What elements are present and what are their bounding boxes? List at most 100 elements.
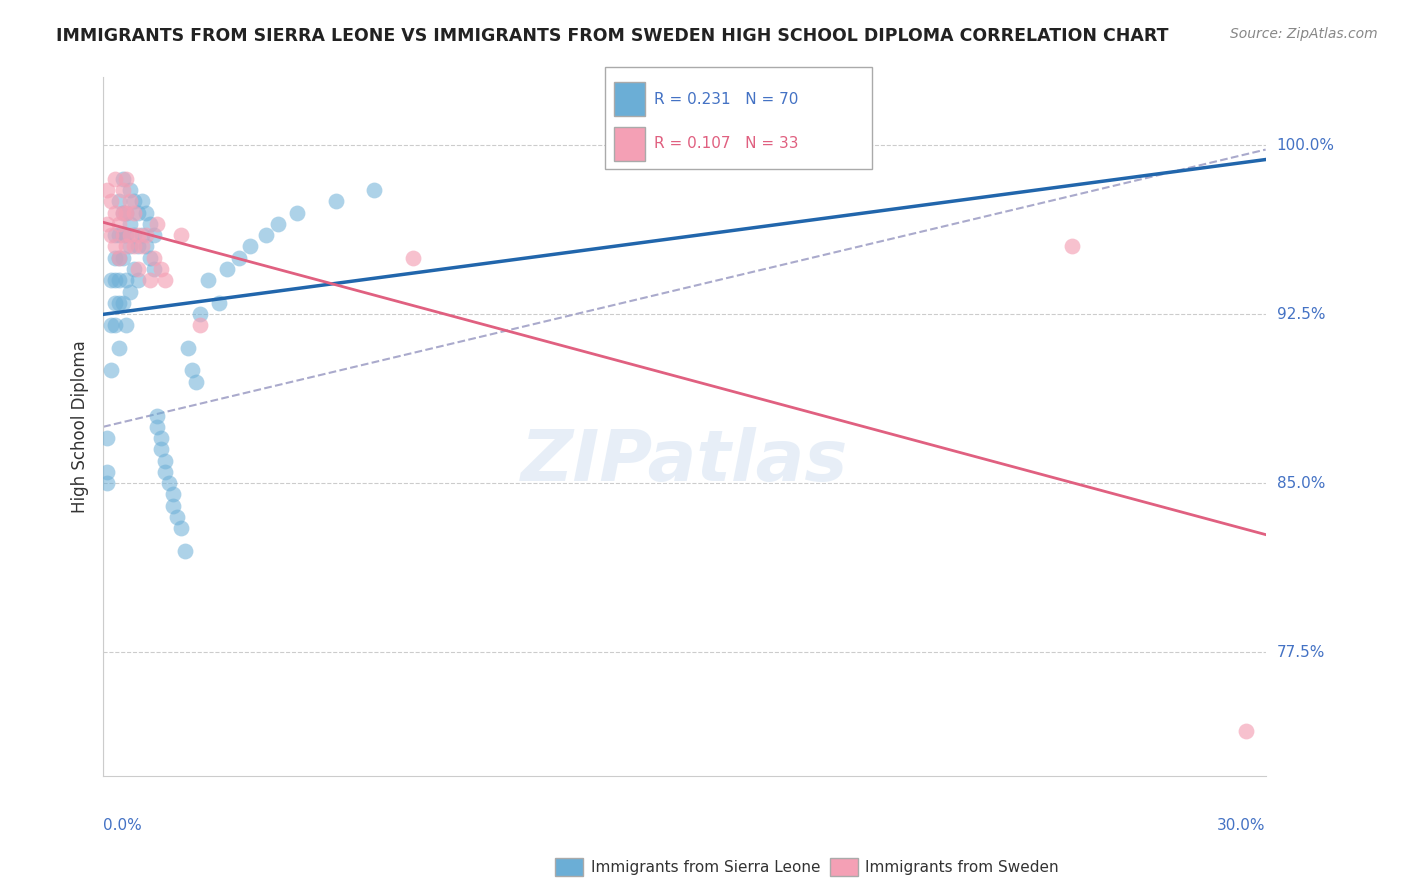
Point <box>188 318 211 333</box>
Point <box>96 431 118 445</box>
Point <box>127 205 149 219</box>
Point <box>131 228 153 243</box>
Point <box>100 273 122 287</box>
Point <box>1060 239 1083 253</box>
Point <box>157 476 180 491</box>
Point <box>142 262 165 277</box>
Point <box>162 487 184 501</box>
Point <box>363 183 385 197</box>
Point <box>104 296 127 310</box>
Point <box>111 251 134 265</box>
Point <box>104 239 127 253</box>
Point <box>104 228 127 243</box>
Point <box>285 205 308 219</box>
Point <box>104 251 127 265</box>
Point <box>100 228 122 243</box>
Text: 0.0%: 0.0% <box>103 818 142 833</box>
Point <box>173 543 195 558</box>
Text: 92.5%: 92.5% <box>1277 307 1326 322</box>
Point <box>120 194 142 209</box>
Point <box>115 172 138 186</box>
Y-axis label: High School Diploma: High School Diploma <box>72 341 89 513</box>
Point <box>104 205 127 219</box>
Point <box>100 194 122 209</box>
Point <box>150 431 173 445</box>
Point <box>184 375 207 389</box>
Point <box>111 172 134 186</box>
Point <box>120 217 142 231</box>
Text: 30.0%: 30.0% <box>1218 818 1265 833</box>
Point <box>111 228 134 243</box>
Point <box>135 239 157 253</box>
Point <box>115 228 138 243</box>
Point <box>107 341 129 355</box>
Point <box>107 194 129 209</box>
Point <box>208 296 231 310</box>
Point <box>1234 724 1257 739</box>
Point <box>131 194 153 209</box>
Text: Source: ZipAtlas.com: Source: ZipAtlas.com <box>1230 27 1378 41</box>
Point <box>127 273 149 287</box>
Point <box>107 251 129 265</box>
Point <box>150 262 173 277</box>
Point <box>107 273 129 287</box>
Point <box>169 521 191 535</box>
Point <box>166 510 188 524</box>
Point <box>104 172 127 186</box>
Point <box>115 318 138 333</box>
Point <box>150 442 173 457</box>
Point <box>107 251 129 265</box>
Point <box>100 363 122 377</box>
Point <box>177 341 200 355</box>
Point <box>115 205 138 219</box>
Point <box>115 205 138 219</box>
Text: R = 0.231   N = 70: R = 0.231 N = 70 <box>654 92 799 106</box>
Text: ZIPatlas: ZIPatlas <box>520 427 848 496</box>
Point <box>120 183 142 197</box>
Point <box>402 251 425 265</box>
Point <box>115 239 138 253</box>
Point <box>111 183 134 197</box>
Point <box>107 228 129 243</box>
Point <box>120 239 142 253</box>
Point <box>138 217 160 231</box>
Point <box>169 228 191 243</box>
Point <box>146 419 169 434</box>
Point <box>96 217 118 231</box>
Point <box>104 273 127 287</box>
Point <box>96 476 118 491</box>
Point <box>122 194 145 209</box>
Text: Immigrants from Sweden: Immigrants from Sweden <box>865 860 1059 874</box>
Point <box>146 217 169 231</box>
Point <box>120 228 142 243</box>
Point <box>188 307 211 321</box>
Point <box>122 262 145 277</box>
Point <box>325 194 347 209</box>
Point <box>127 239 149 253</box>
Point <box>111 205 134 219</box>
Text: 85.0%: 85.0% <box>1277 475 1324 491</box>
Point <box>96 465 118 479</box>
Point <box>127 228 149 243</box>
Point <box>96 183 118 197</box>
Point <box>217 262 239 277</box>
Point <box>162 499 184 513</box>
Point <box>127 262 149 277</box>
Point <box>115 273 138 287</box>
Point <box>131 239 153 253</box>
Point <box>266 217 288 231</box>
Point <box>138 273 160 287</box>
Point <box>100 318 122 333</box>
Text: IMMIGRANTS FROM SIERRA LEONE VS IMMIGRANTS FROM SWEDEN HIGH SCHOOL DIPLOMA CORRE: IMMIGRANTS FROM SIERRA LEONE VS IMMIGRAN… <box>56 27 1168 45</box>
Point <box>135 205 157 219</box>
Text: 100.0%: 100.0% <box>1277 137 1334 153</box>
Point <box>153 453 176 467</box>
Point <box>142 228 165 243</box>
Point <box>135 228 157 243</box>
Point <box>146 409 169 423</box>
Point <box>122 239 145 253</box>
Point <box>181 363 204 377</box>
Point <box>153 273 176 287</box>
Point <box>107 217 129 231</box>
Point <box>197 273 219 287</box>
